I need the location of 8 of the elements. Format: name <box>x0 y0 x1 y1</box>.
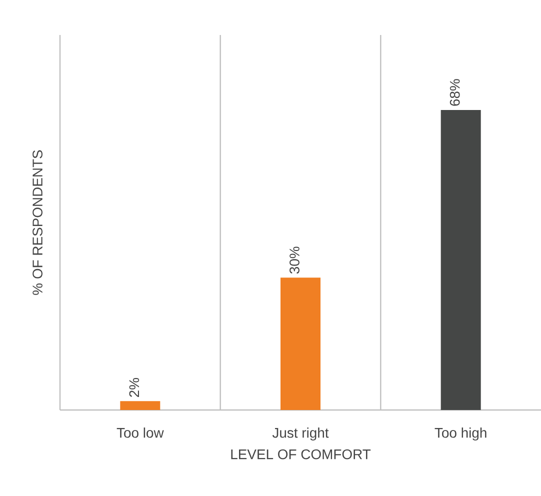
x-axis-title: LEVEL OF COMFORT <box>231 449 371 460</box>
y-axis-title: % OF RESPONDENTS <box>32 150 42 295</box>
x-tick-label: Too low <box>116 428 164 438</box>
data-label: 30% <box>290 246 300 274</box>
x-tick-label: Too high <box>434 428 486 441</box>
x-tick-label: Just right <box>272 428 329 441</box>
data-label: 68% <box>450 79 460 106</box>
data-label: 2% <box>129 378 140 397</box>
